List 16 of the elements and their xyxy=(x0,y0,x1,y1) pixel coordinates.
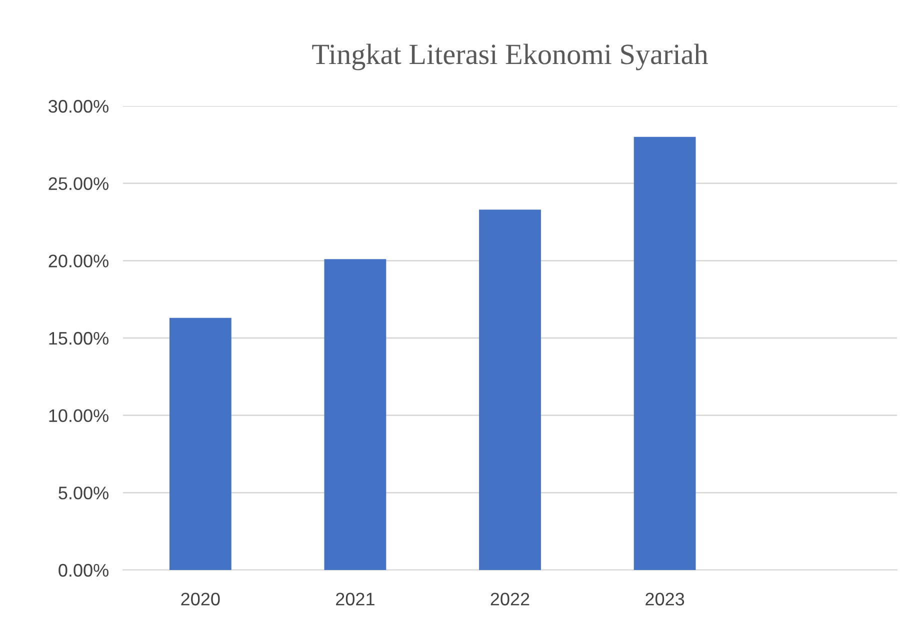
bar xyxy=(324,259,386,570)
y-tick-label: 20.00% xyxy=(48,254,108,268)
x-tick-label: 2022 xyxy=(490,592,530,606)
bar xyxy=(169,318,232,570)
y-tick-label: 10.00% xyxy=(49,409,108,422)
chart-title: Tingkat Literasi Ekonomi Syariah xyxy=(312,44,708,70)
bar xyxy=(634,136,696,570)
y-tick-label: 25.00% xyxy=(48,177,108,190)
y-tick-label: 30.00% xyxy=(48,100,108,113)
y-tick-label: 5.00% xyxy=(58,486,108,500)
y-tick-label: 0.00% xyxy=(58,564,108,577)
x-tick-label: 2020 xyxy=(181,592,220,606)
x-tick-label: 2021 xyxy=(336,592,374,606)
bar xyxy=(479,210,541,570)
x-tick-label: 2023 xyxy=(646,592,684,606)
y-tick-label: 15.00% xyxy=(49,332,108,345)
